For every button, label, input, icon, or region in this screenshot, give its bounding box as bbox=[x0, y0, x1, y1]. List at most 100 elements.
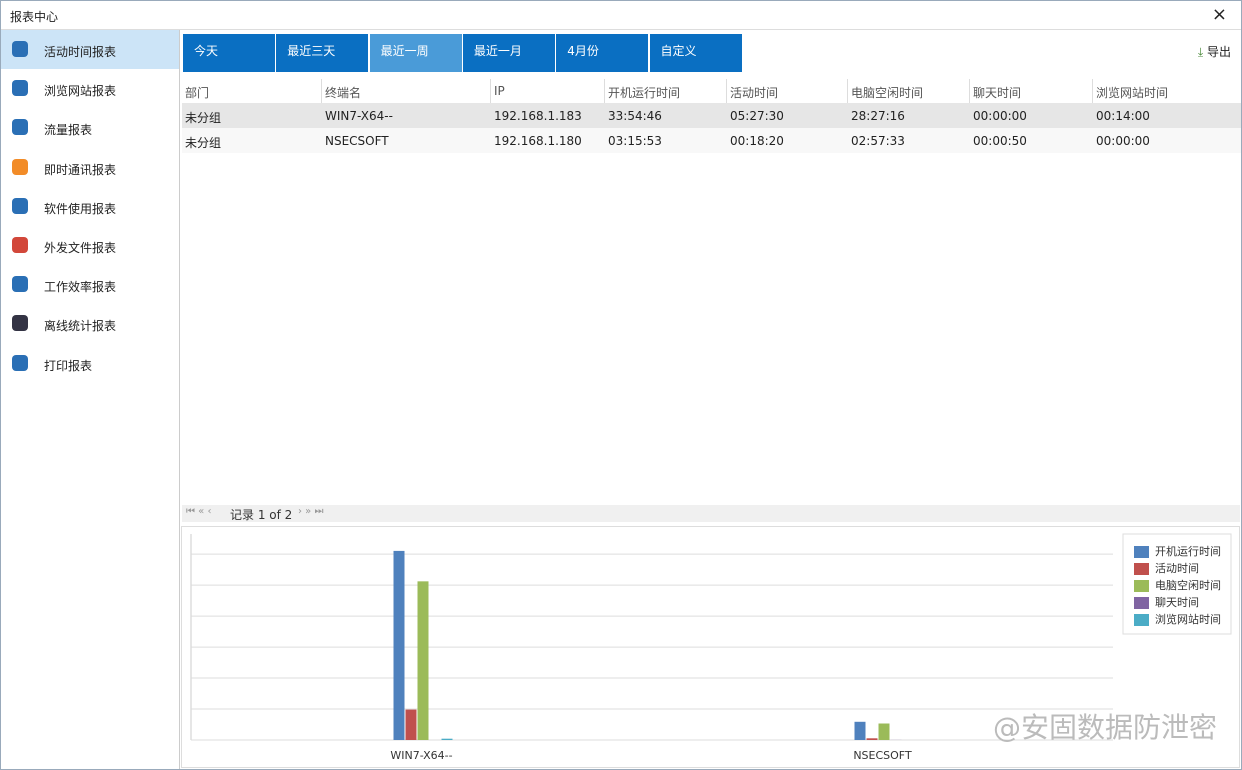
bar bbox=[417, 581, 429, 740]
table-cell: 00:14:00 bbox=[1096, 109, 1150, 123]
table-cell: 28:27:16 bbox=[851, 109, 905, 123]
sidebar-label: 外发文件报表 bbox=[44, 241, 117, 255]
sidebar-item[interactable]: 打印报表 bbox=[1, 344, 179, 383]
window-title: 报表中心 bbox=[10, 10, 59, 24]
sidebar-item[interactable]: 即时通讯报表 bbox=[1, 148, 179, 187]
tab-label: 自定义 bbox=[660, 44, 697, 58]
sidebar: 活动时间报表 浏览网站报表 流量报表即时通讯报表软件使用报表外发文件报表 工作效率报表… bbox=[1, 30, 180, 769]
column-separator bbox=[847, 79, 848, 103]
table-cell: WIN7-X64-- bbox=[325, 109, 393, 123]
tab-label: 最近三天 bbox=[287, 44, 336, 58]
sidebar-label: 工作效率报表 bbox=[44, 280, 117, 295]
sidebar-icon bbox=[12, 197, 28, 214]
column-separator bbox=[604, 79, 605, 103]
legend-swatch bbox=[1134, 546, 1149, 558]
sidebar-item[interactable]: 工作效率报表 bbox=[1, 265, 179, 304]
sidebar-label: 打印报表 bbox=[44, 358, 93, 373]
tab[interactable]: 最近一月 bbox=[462, 34, 555, 72]
table-cell: 00:00:00 bbox=[973, 109, 1027, 123]
chart: WIN7-X64-- NSECSOFT 开机运行时间活动时间电脑空闲时间聊天时间浏览… bbox=[181, 526, 1240, 768]
sidebar-icon bbox=[12, 315, 28, 332]
tab-label: 最近一周 bbox=[380, 44, 429, 58]
column-header: IP bbox=[494, 84, 505, 98]
column-header: 浏览网站时间 bbox=[1096, 86, 1169, 100]
tab[interactable]: 最近一周 bbox=[369, 34, 462, 72]
x-tick-label: NSECSOFT bbox=[853, 749, 912, 762]
bar bbox=[405, 709, 417, 740]
tab-label: 4月份 bbox=[567, 44, 599, 58]
table-row[interactable]: 未分组 WIN7-X64-- 192.168.1.183 33:54:46 05:27:… bbox=[182, 103, 1241, 128]
sidebar-label: 流量报表 bbox=[44, 123, 93, 138]
legend-swatch bbox=[1134, 614, 1149, 626]
legend-swatch bbox=[1134, 563, 1149, 575]
table-cell: 未分组 bbox=[185, 111, 222, 125]
tab-label: 今天 bbox=[194, 44, 219, 58]
sidebar-item[interactable]: 离线统计报表 bbox=[1, 304, 179, 343]
table-cell: 03:15:53 bbox=[608, 134, 662, 148]
bar bbox=[866, 738, 878, 740]
sidebar-item[interactable]: 流量报表 bbox=[1, 108, 179, 147]
table-cell: 00:00:00 bbox=[1096, 134, 1150, 148]
pager-nav[interactable]: › » ⏭ bbox=[298, 506, 324, 517]
table-cell: 05:27:30 bbox=[730, 109, 784, 123]
legend-swatch bbox=[1134, 597, 1149, 609]
sidebar-item[interactable]: 软件使用报表 bbox=[1, 187, 179, 226]
legend-label: 浏览网站时间 bbox=[1155, 612, 1221, 626]
pager-label: 记录 1 of 2 bbox=[230, 508, 293, 522]
table-cell: 00:18:20 bbox=[730, 134, 784, 148]
export-button[interactable]: ⤓ 导出 bbox=[1197, 45, 1231, 59]
table-cell: NSECSOFT bbox=[325, 134, 389, 148]
column-separator bbox=[969, 79, 970, 103]
legend-label: 聊天时间 bbox=[1155, 595, 1199, 609]
column-header: 开机运行时间 bbox=[608, 86, 681, 100]
table-row[interactable]: 未分组 NSECSOFT 192.168.1.180 03:15:53 00:18:20… bbox=[182, 128, 1241, 153]
export-label: 导出 bbox=[1206, 45, 1231, 59]
sidebar-label: 活动时间报表 bbox=[44, 45, 117, 59]
column-separator bbox=[490, 79, 491, 103]
tab[interactable]: 4月份 bbox=[556, 34, 649, 72]
table-cell: 33:54:46 bbox=[608, 109, 662, 123]
tab[interactable]: 最近三天 bbox=[276, 34, 369, 72]
table-cell: 192.168.1.180 bbox=[494, 134, 582, 148]
sidebar-item[interactable]: 活动时间报表 bbox=[1, 30, 179, 69]
bar bbox=[878, 723, 890, 740]
sidebar-label: 即时通讯报表 bbox=[44, 162, 117, 177]
table-cell: 02:57:33 bbox=[851, 134, 905, 148]
sidebar-icon bbox=[12, 354, 28, 371]
column-separator bbox=[1092, 79, 1093, 103]
sidebar-icon bbox=[12, 158, 28, 175]
column-header: 活动时间 bbox=[730, 86, 779, 100]
table-header: 部门 终端名 IP 开机运行时间 活动时间 电脑空闲时间 聊天时间 浏览网站时间 bbox=[182, 79, 1241, 105]
sidebar-label: 离线统计报表 bbox=[44, 319, 117, 334]
column-separator bbox=[726, 79, 727, 103]
bar bbox=[393, 550, 405, 740]
table-cell: 192.168.1.183 bbox=[494, 109, 582, 123]
sidebar-icon bbox=[12, 276, 28, 293]
watermark: @安固数据防泄密 bbox=[993, 711, 1217, 744]
legend-label: 活动时间 bbox=[1155, 562, 1199, 575]
sidebar-icon bbox=[12, 80, 28, 97]
table-cell: 00:00:50 bbox=[973, 134, 1027, 148]
pager-nav[interactable]: ⏮ « ‹ bbox=[186, 506, 212, 517]
sidebar-item[interactable]: 外发文件报表 bbox=[1, 226, 179, 265]
sidebar-icon bbox=[12, 237, 28, 253]
legend-label: 开机运行时间 bbox=[1155, 544, 1221, 558]
close-button[interactable]: × bbox=[1211, 4, 1227, 25]
sidebar-icon bbox=[12, 41, 28, 57]
legend-swatch bbox=[1134, 580, 1149, 592]
column-header: 电脑空闲时间 bbox=[851, 86, 924, 100]
sidebar-icon bbox=[12, 119, 28, 136]
sidebar-item[interactable]: 浏览网站报表 bbox=[1, 69, 179, 108]
tab-label: 最近一月 bbox=[473, 44, 522, 58]
bar bbox=[854, 721, 866, 740]
tab[interactable]: 自定义 bbox=[649, 34, 742, 72]
sidebar-label: 浏览网站报表 bbox=[44, 84, 117, 99]
x-tick-label: WIN7-X64-- bbox=[390, 749, 452, 762]
tab[interactable]: 今天 bbox=[183, 34, 275, 72]
column-header: 部门 bbox=[185, 86, 210, 100]
title-bar: 报表中心 × bbox=[1, 1, 1241, 30]
legend-label: 电脑空闲时间 bbox=[1155, 578, 1221, 592]
bar bbox=[441, 738, 453, 740]
table-cell: 未分组 bbox=[185, 136, 222, 150]
